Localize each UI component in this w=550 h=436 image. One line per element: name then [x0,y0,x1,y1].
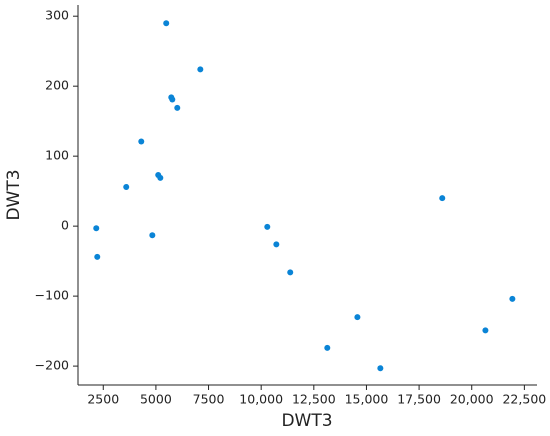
point [93,225,100,232]
x-tick-label: 15,000 [345,392,389,407]
y-tick-label: 0 [61,218,69,233]
y-tick-label: −100 [35,288,69,303]
x-tick-label: 5000 [140,392,172,407]
point [287,269,294,276]
point [94,253,101,260]
point [149,232,156,239]
y-tick-label: 300 [45,8,69,23]
point [264,223,271,230]
point [482,327,489,334]
y-axis-title: DWT3 [4,169,24,220]
point [197,66,204,73]
x-tick-label: 2500 [87,392,119,407]
point [123,183,130,190]
point [174,104,181,111]
point [354,314,361,321]
y-tick-label: 100 [45,148,69,163]
point [377,365,384,372]
x-axis-title: DWT3 [281,411,332,431]
point [273,241,280,248]
x-tick-label: 20,000 [450,392,494,407]
x-tick-label: 22,500 [502,392,546,407]
x-tick-label: 17,500 [397,392,441,407]
y-tick-label: −200 [35,358,69,373]
x-tick-label: 12,500 [292,392,336,407]
point [169,96,176,103]
y-tick-label: 200 [45,78,69,93]
point [163,20,170,27]
x-tick-label: 10,000 [239,392,283,407]
point [509,295,516,302]
point [157,174,164,181]
x-tick-label: 7500 [193,392,225,407]
point [439,195,446,202]
point [324,344,331,351]
point [138,138,145,145]
